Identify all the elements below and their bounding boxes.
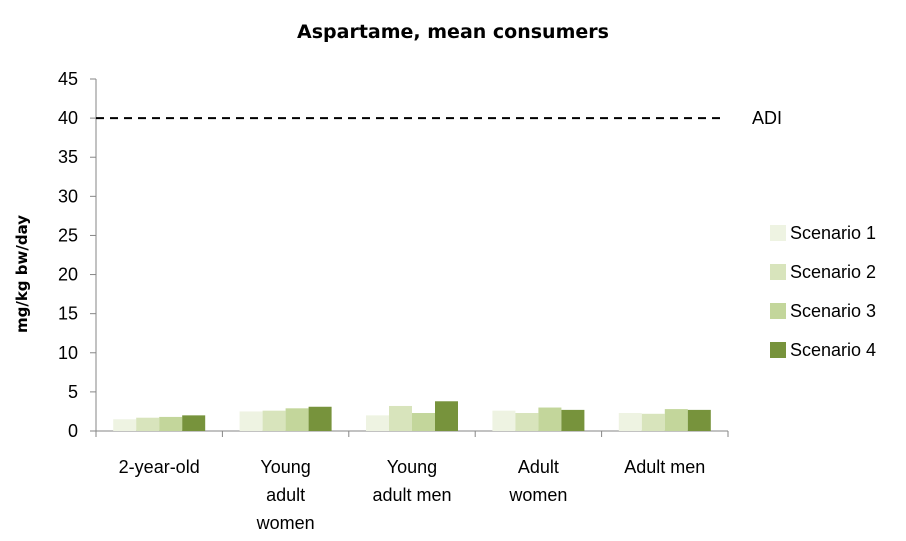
bar bbox=[492, 410, 516, 431]
bar bbox=[113, 419, 137, 431]
bar bbox=[159, 416, 183, 431]
legend: Scenario 1 Scenario 2 Scenario 3 Scenario 4 bbox=[770, 223, 876, 360]
bar bbox=[308, 406, 332, 431]
bar bbox=[515, 413, 539, 431]
x-category-label: Young adult men bbox=[372, 457, 451, 505]
chart-title: Aspartame, mean consumers bbox=[297, 21, 609, 43]
y-tick-label: 0 bbox=[68, 421, 78, 441]
y-tick-label: 15 bbox=[58, 304, 78, 324]
bar bbox=[182, 415, 206, 431]
legend-label: Scenario 1 bbox=[790, 223, 876, 243]
legend-label: Scenario 3 bbox=[790, 301, 876, 321]
x-category-label: Young adult women bbox=[256, 457, 315, 533]
x-category-label: Adult women bbox=[508, 457, 567, 505]
bar bbox=[239, 411, 263, 431]
bar bbox=[561, 409, 585, 431]
bar bbox=[687, 409, 711, 431]
bar bbox=[618, 413, 642, 431]
legend-label: Scenario 4 bbox=[790, 340, 876, 360]
x-category-label-line: 2-year-old bbox=[119, 457, 200, 477]
x-category-label-line: women bbox=[508, 485, 567, 505]
x-category-label: 2-year-old bbox=[119, 457, 200, 477]
plot-area: 0 5 10 15 20 25 30 35 40 45 2-year-old Young adult wo… bbox=[58, 69, 782, 533]
legend-swatch bbox=[770, 264, 786, 280]
bar bbox=[641, 413, 665, 431]
bar bbox=[538, 407, 562, 431]
y-tick-label: 20 bbox=[58, 265, 78, 285]
legend-swatch bbox=[770, 225, 786, 241]
y-tick-label: 40 bbox=[58, 108, 78, 128]
x-category-label-line: Adult bbox=[518, 457, 559, 477]
y-tick-label: 35 bbox=[58, 147, 78, 167]
legend-label: Scenario 2 bbox=[790, 262, 876, 282]
bar bbox=[136, 417, 160, 431]
legend-swatch bbox=[770, 303, 786, 319]
x-category-label-line: adult bbox=[266, 485, 305, 505]
x-category-label-line: women bbox=[256, 513, 315, 533]
bar bbox=[285, 408, 309, 431]
bar bbox=[664, 409, 688, 431]
bar bbox=[412, 413, 435, 431]
legend-swatch bbox=[770, 342, 786, 358]
x-category-label-line: Adult men bbox=[624, 457, 705, 477]
y-tick-label: 5 bbox=[68, 382, 78, 402]
x-category-label-line: Young bbox=[260, 457, 310, 477]
y-tick-label: 30 bbox=[58, 186, 78, 206]
y-tick-label: 25 bbox=[58, 225, 78, 245]
x-category-label-line: adult men bbox=[372, 485, 451, 505]
y-axis-label: mg/kg bw/day bbox=[13, 215, 31, 333]
x-category-label-line: Young bbox=[387, 457, 437, 477]
bar bbox=[389, 405, 412, 431]
y-tick-label: 45 bbox=[58, 69, 78, 89]
bar bbox=[435, 401, 458, 431]
y-tick-label: 10 bbox=[58, 343, 78, 363]
bar bbox=[262, 410, 286, 431]
x-category-label: Adult men bbox=[624, 457, 705, 477]
adi-label: ADI bbox=[752, 108, 782, 128]
bar bbox=[366, 415, 389, 431]
